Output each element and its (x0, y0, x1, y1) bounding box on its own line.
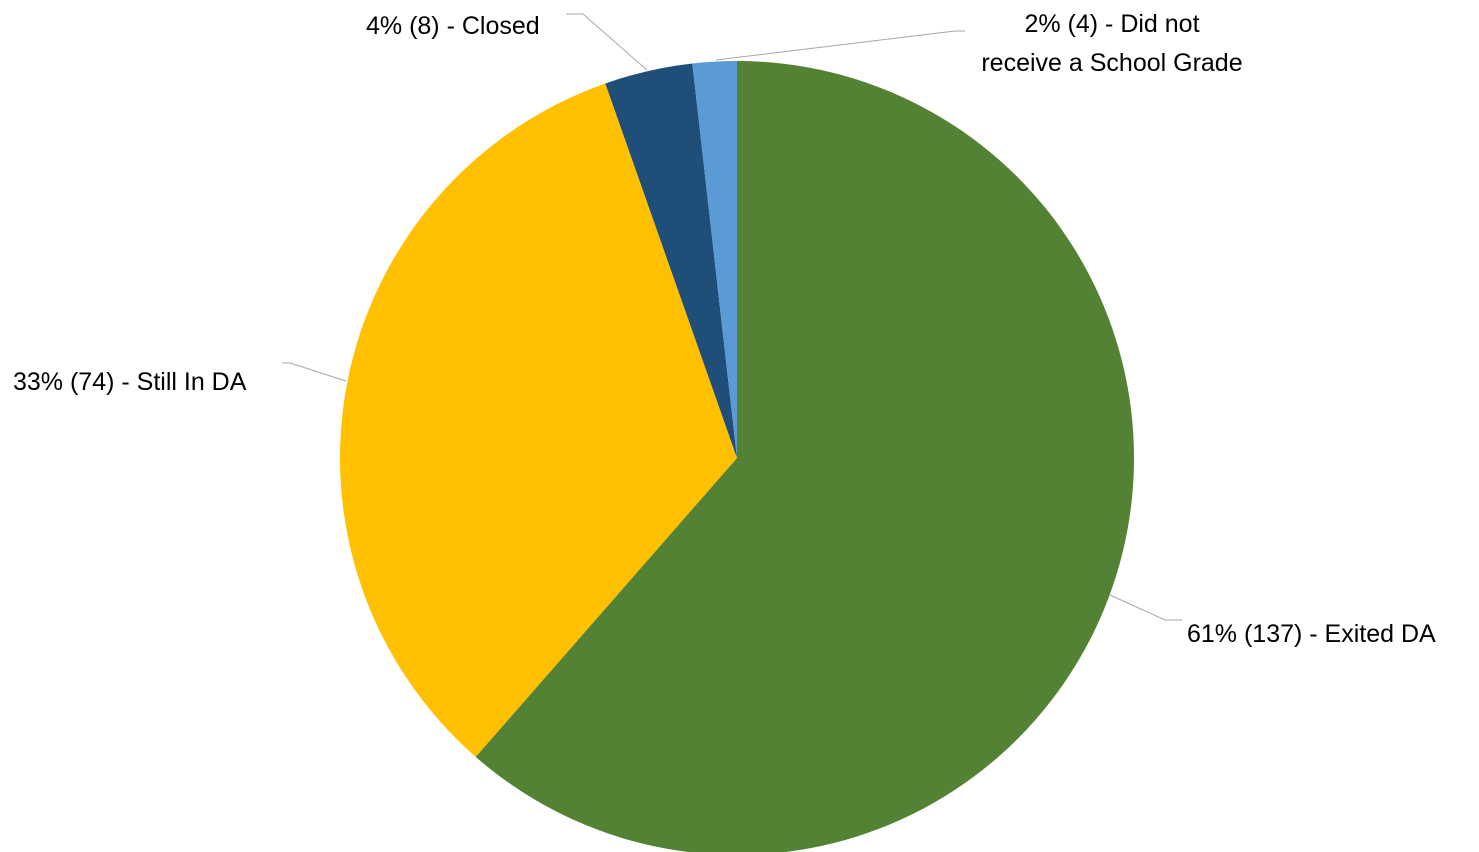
pie-slices (340, 61, 1134, 852)
leader-lines (282, 13, 1182, 621)
data-label-exited-da: 61% (137) - Exited DA (1187, 620, 1436, 648)
leader-line-closed (566, 13, 648, 71)
data-label-closed: 4% (8) - Closed (366, 12, 540, 40)
data-label-did-not-receive-line-1: 2% (4) - Did not (1024, 10, 1199, 38)
data-label-still-in-da: 33% (74) - Still In DA (13, 368, 247, 396)
pie-slice-exited-da (475, 61, 1134, 852)
pie-slice-did-not-receive-a-school-grade (692, 61, 737, 458)
leader-line-did-not-receive (715, 30, 965, 61)
pie-slice-still-in-da (340, 83, 737, 757)
leader-line-still-in (282, 362, 347, 382)
data-labels: 61% (137) - Exited DA 33% (74) - Still I… (13, 10, 1436, 648)
data-label-did-not-receive-line-2: receive a School Grade (981, 49, 1242, 77)
pie-slice-closed (605, 63, 737, 459)
leader-line-exited (1109, 594, 1182, 621)
